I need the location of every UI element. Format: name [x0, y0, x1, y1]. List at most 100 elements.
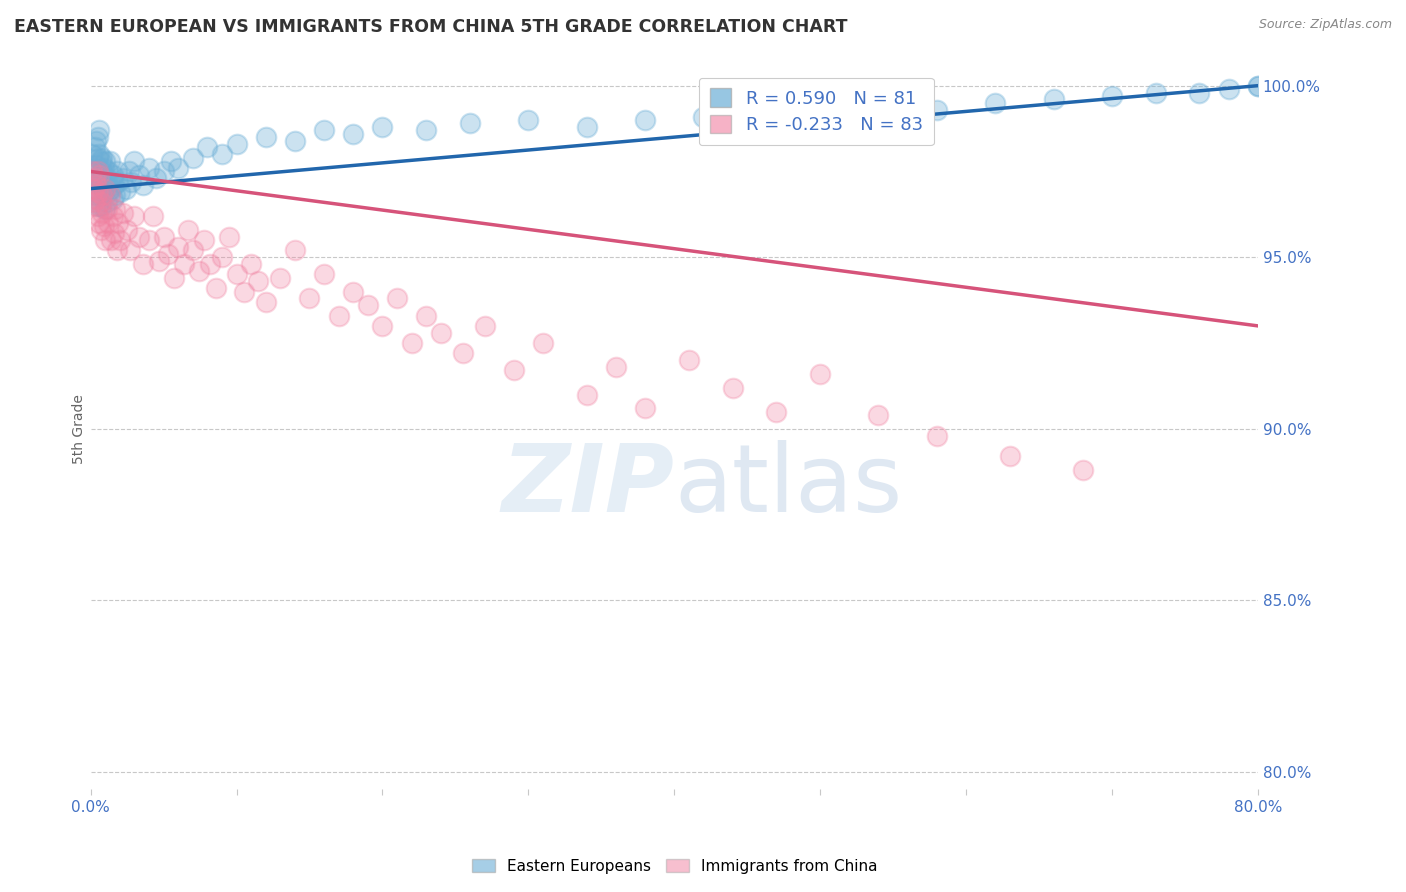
Point — [152, 164, 174, 178]
Point — [451, 346, 474, 360]
Point — [97, 164, 120, 178]
Point — [868, 408, 890, 422]
Point — [502, 363, 524, 377]
Point — [89, 147, 111, 161]
Point — [148, 253, 170, 268]
Legend: Eastern Europeans, Immigrants from China: Eastern Europeans, Immigrants from China — [465, 853, 884, 880]
Point — [103, 178, 125, 193]
Point — [111, 171, 134, 186]
Point — [94, 154, 117, 169]
Point — [104, 188, 127, 202]
Point — [121, 175, 143, 189]
Point — [101, 192, 124, 206]
Point — [1101, 89, 1123, 103]
Point — [575, 387, 598, 401]
Point — [98, 188, 121, 202]
Point — [145, 171, 167, 186]
Point — [152, 229, 174, 244]
Point — [89, 123, 111, 137]
Point — [458, 116, 481, 130]
Point — [91, 175, 114, 189]
Point — [342, 285, 364, 299]
Point — [87, 151, 110, 165]
Point — [105, 244, 128, 258]
Point — [187, 264, 209, 278]
Point — [371, 318, 394, 333]
Point — [765, 405, 787, 419]
Point — [87, 175, 110, 189]
Point — [605, 360, 627, 375]
Point — [107, 175, 129, 189]
Point — [232, 285, 254, 299]
Point — [90, 178, 112, 193]
Point — [104, 202, 127, 217]
Point — [1188, 86, 1211, 100]
Point — [312, 268, 335, 282]
Point — [91, 164, 114, 178]
Point — [91, 205, 114, 219]
Point — [132, 257, 155, 271]
Point — [101, 168, 124, 182]
Point — [160, 154, 183, 169]
Point — [83, 195, 105, 210]
Point — [86, 178, 108, 193]
Point — [984, 95, 1007, 110]
Point — [385, 292, 408, 306]
Point — [181, 244, 204, 258]
Point — [193, 233, 215, 247]
Point — [84, 188, 107, 202]
Point — [1218, 82, 1240, 96]
Point — [211, 250, 233, 264]
Point — [98, 154, 121, 169]
Point — [371, 120, 394, 134]
Point — [474, 318, 496, 333]
Point — [247, 274, 270, 288]
Point — [678, 353, 700, 368]
Point — [96, 202, 118, 217]
Point — [808, 367, 831, 381]
Point — [84, 199, 107, 213]
Point — [430, 326, 453, 340]
Point — [163, 270, 186, 285]
Point — [205, 281, 228, 295]
Point — [254, 130, 277, 145]
Point — [167, 240, 190, 254]
Point — [86, 192, 108, 206]
Point — [83, 181, 105, 195]
Point — [89, 188, 111, 202]
Point — [105, 164, 128, 178]
Point — [415, 123, 437, 137]
Point — [96, 195, 118, 210]
Point — [94, 181, 117, 195]
Point — [84, 140, 107, 154]
Point — [124, 209, 146, 223]
Point — [86, 134, 108, 148]
Point — [87, 164, 110, 178]
Text: atlas: atlas — [675, 441, 903, 533]
Point — [925, 428, 948, 442]
Point — [298, 292, 321, 306]
Point — [1247, 78, 1270, 93]
Point — [87, 185, 110, 199]
Point — [195, 140, 218, 154]
Point — [1042, 92, 1064, 106]
Point — [342, 127, 364, 141]
Point — [97, 185, 120, 199]
Point — [108, 233, 131, 247]
Point — [90, 154, 112, 169]
Point — [108, 185, 131, 199]
Text: Source: ZipAtlas.com: Source: ZipAtlas.com — [1258, 18, 1392, 31]
Point — [575, 120, 598, 134]
Point — [132, 178, 155, 193]
Point — [89, 216, 111, 230]
Point — [90, 223, 112, 237]
Point — [181, 151, 204, 165]
Point — [118, 244, 141, 258]
Point — [167, 161, 190, 175]
Point — [93, 219, 115, 234]
Point — [115, 223, 138, 237]
Point — [80, 164, 103, 178]
Point — [83, 175, 105, 189]
Point — [90, 199, 112, 213]
Point — [998, 450, 1021, 464]
